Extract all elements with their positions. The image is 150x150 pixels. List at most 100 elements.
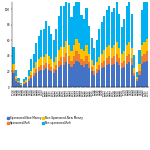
Bar [123, 67, 125, 87]
Bar [15, 70, 17, 76]
Bar [83, 61, 85, 67]
Bar [111, 12, 113, 48]
Bar [22, 84, 25, 87]
Bar [136, 72, 138, 77]
Bar [128, 42, 130, 54]
Bar [43, 70, 45, 87]
Bar [25, 77, 27, 80]
Bar [108, 45, 110, 56]
Bar [68, 3, 70, 45]
Bar [113, 45, 115, 56]
Bar [146, 0, 148, 39]
Bar [58, 50, 60, 61]
Bar [118, 48, 120, 58]
Bar [73, 56, 75, 64]
Bar [43, 30, 45, 57]
Bar [20, 85, 22, 87]
Bar [53, 40, 55, 62]
Bar [121, 68, 123, 87]
Bar [138, 71, 141, 75]
Bar [101, 22, 103, 54]
Bar [63, 47, 65, 57]
Bar [111, 65, 113, 87]
Bar [88, 54, 90, 62]
Bar [20, 84, 22, 85]
Bar [133, 73, 135, 76]
Bar [55, 30, 57, 57]
Bar [45, 21, 47, 54]
Bar [78, 2, 80, 43]
Bar [113, 56, 115, 64]
Bar [35, 73, 37, 87]
Bar [78, 54, 80, 62]
Bar [33, 73, 35, 76]
Bar [75, 51, 78, 61]
Bar [58, 16, 60, 50]
Bar [75, 61, 78, 87]
Bar [68, 64, 70, 87]
Bar [108, 6, 110, 45]
Bar [18, 82, 20, 83]
Bar [50, 67, 52, 71]
Bar [88, 26, 90, 54]
Bar [121, 63, 123, 68]
Bar [80, 65, 83, 87]
Bar [113, 8, 115, 45]
Bar [136, 77, 138, 79]
Bar [103, 16, 105, 50]
Bar [12, 70, 15, 73]
Bar [146, 51, 148, 61]
Bar [43, 65, 45, 70]
Bar [18, 81, 20, 82]
Bar [43, 57, 45, 65]
Bar [96, 40, 98, 62]
Bar [63, 6, 65, 47]
Bar [25, 82, 27, 83]
Bar [138, 50, 141, 64]
Bar [55, 65, 57, 70]
Bar [38, 71, 40, 87]
Bar [133, 68, 135, 73]
Bar [15, 81, 17, 87]
Bar [75, 39, 78, 51]
Bar [128, 62, 130, 87]
Bar [88, 62, 90, 68]
Bar [80, 59, 83, 65]
Bar [98, 30, 100, 57]
Legend: Sponsored-New Money, Sponsored-Refi, Non-Sponsored-New Money, Non-sponsored-Refi: Sponsored-New Money, Sponsored-Refi, Non… [7, 116, 83, 125]
Bar [48, 26, 50, 56]
Bar [108, 64, 110, 87]
Bar [15, 79, 17, 81]
Bar [136, 79, 138, 81]
Bar [45, 68, 47, 87]
Bar [28, 81, 30, 87]
Bar [40, 57, 42, 65]
Bar [40, 30, 42, 57]
Bar [116, 42, 118, 54]
Bar [116, 2, 118, 42]
Bar [30, 59, 32, 71]
Bar [65, 53, 68, 62]
Bar [65, 41, 68, 53]
Bar [53, 69, 55, 73]
Bar [106, 65, 108, 87]
Bar [38, 36, 40, 59]
Bar [126, 56, 128, 64]
Bar [90, 71, 93, 87]
Bar [126, 45, 128, 56]
Bar [60, 57, 62, 65]
Bar [96, 69, 98, 73]
Bar [78, 43, 80, 54]
Bar [141, 10, 143, 45]
Bar [33, 76, 35, 87]
Bar [141, 45, 143, 56]
Bar [58, 61, 60, 67]
Bar [53, 62, 55, 69]
Bar [50, 59, 52, 67]
Bar [33, 68, 35, 73]
Bar [22, 82, 25, 83]
Bar [40, 65, 42, 70]
Bar [111, 58, 113, 65]
Bar [113, 64, 115, 87]
Bar [96, 73, 98, 87]
